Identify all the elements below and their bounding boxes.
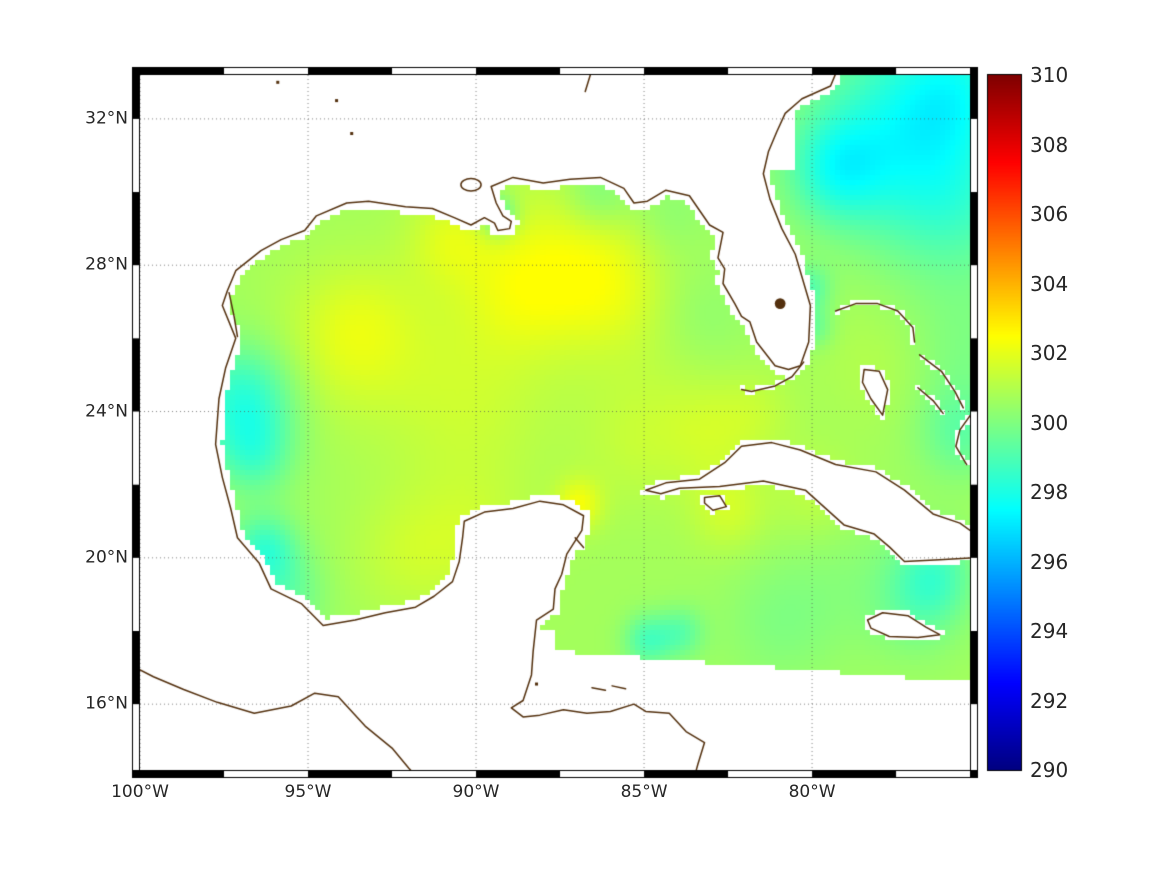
x-tick-label: 95°W [284,782,332,802]
x-tick-label: 100°W [111,782,169,802]
colorbar-tick-label: 300 [1030,410,1069,435]
colorbar-tick-label: 298 [1030,480,1069,504]
y-tick-label: 16°N [85,693,128,714]
colorbar-tick-label: 306 [1030,202,1069,226]
y-tick-label: 24°N [85,401,128,422]
colorbar-tick-label: 290 [1030,758,1069,782]
colorbar-tick-label: 310 [1030,63,1069,87]
y-tick-label: 20°N [85,547,128,568]
x-tick-label: 90°W [452,782,500,802]
y-tick-label: 28°N [85,254,128,275]
colorbar-tick-label: 304 [1030,271,1069,296]
colorbar-tick-label: 308 [1030,132,1069,157]
x-tick-label: 80°W [788,782,836,802]
colorbar-tick-label: 302 [1030,341,1069,365]
colorbar-tick-label: 292 [1030,688,1069,713]
colorbar-tick-label: 296 [1030,549,1069,574]
colorbar-tick-label: 294 [1030,619,1069,643]
y-tick-label: 32°N [85,108,128,129]
x-tick-label: 85°W [620,782,668,802]
